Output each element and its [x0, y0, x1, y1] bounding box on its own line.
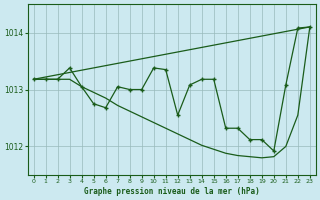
X-axis label: Graphe pression niveau de la mer (hPa): Graphe pression niveau de la mer (hPa): [84, 187, 260, 196]
